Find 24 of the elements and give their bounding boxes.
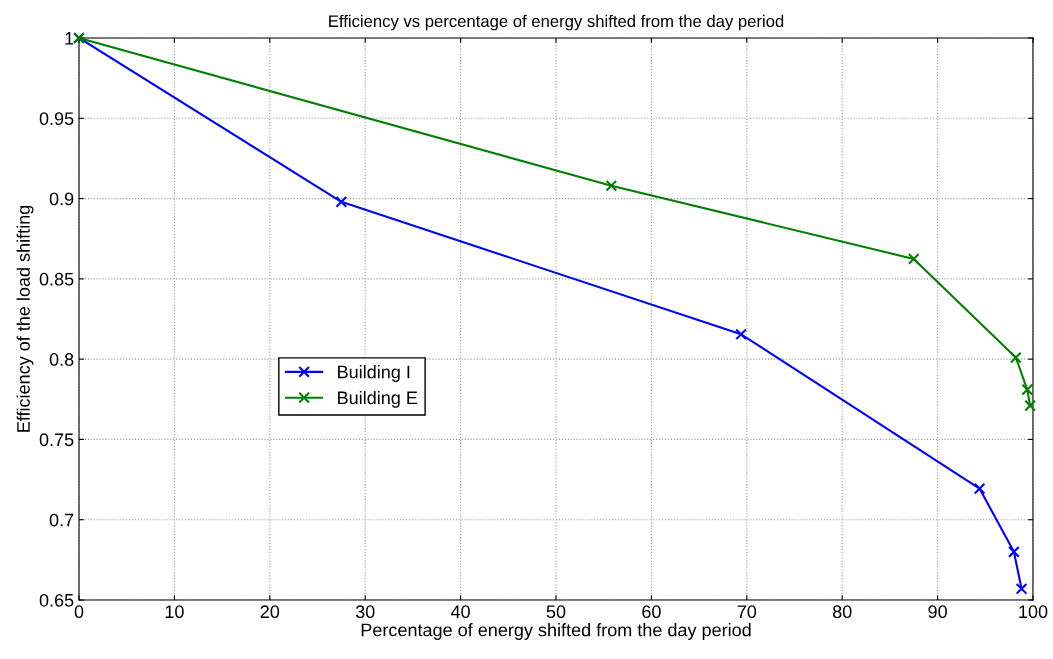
x-tick-label: 10 xyxy=(165,605,184,619)
chart-title: Efficiency vs percentage of energy shifted from the day period xyxy=(329,14,784,31)
legend-label: Building E xyxy=(338,390,418,408)
x-tick-label: 90 xyxy=(928,605,947,619)
y-tick-label: 0.75 xyxy=(39,433,74,447)
legend-label: Building I xyxy=(338,365,410,382)
x-tick-label: 70 xyxy=(737,605,757,619)
y-tick-label: 0.9 xyxy=(49,192,74,206)
x-tick-label: 30 xyxy=(355,605,375,619)
x-tick-label: 80 xyxy=(832,605,852,619)
y-tick-label: 1 xyxy=(65,32,74,45)
y-tick-label: 0.65 xyxy=(39,593,74,607)
y-tick-label: 0.95 xyxy=(39,112,74,126)
x-tick-label: 50 xyxy=(546,605,566,619)
x-tick-label: 20 xyxy=(260,605,280,619)
x-tick-label: 40 xyxy=(450,605,470,619)
y-tick-label: 0.85 xyxy=(39,272,74,286)
x-tick-label: 0 xyxy=(74,605,84,619)
x-axis-title: Percentage of energy shifted from the day period xyxy=(361,623,751,640)
x-tick-label: 100 xyxy=(1019,605,1048,619)
y-axis-title: Efficiency of the load shifting xyxy=(16,205,34,432)
y-tick-label: 0.7 xyxy=(49,513,74,527)
y-tick-label: 0.8 xyxy=(49,353,74,366)
x-tick-label: 60 xyxy=(642,605,661,619)
